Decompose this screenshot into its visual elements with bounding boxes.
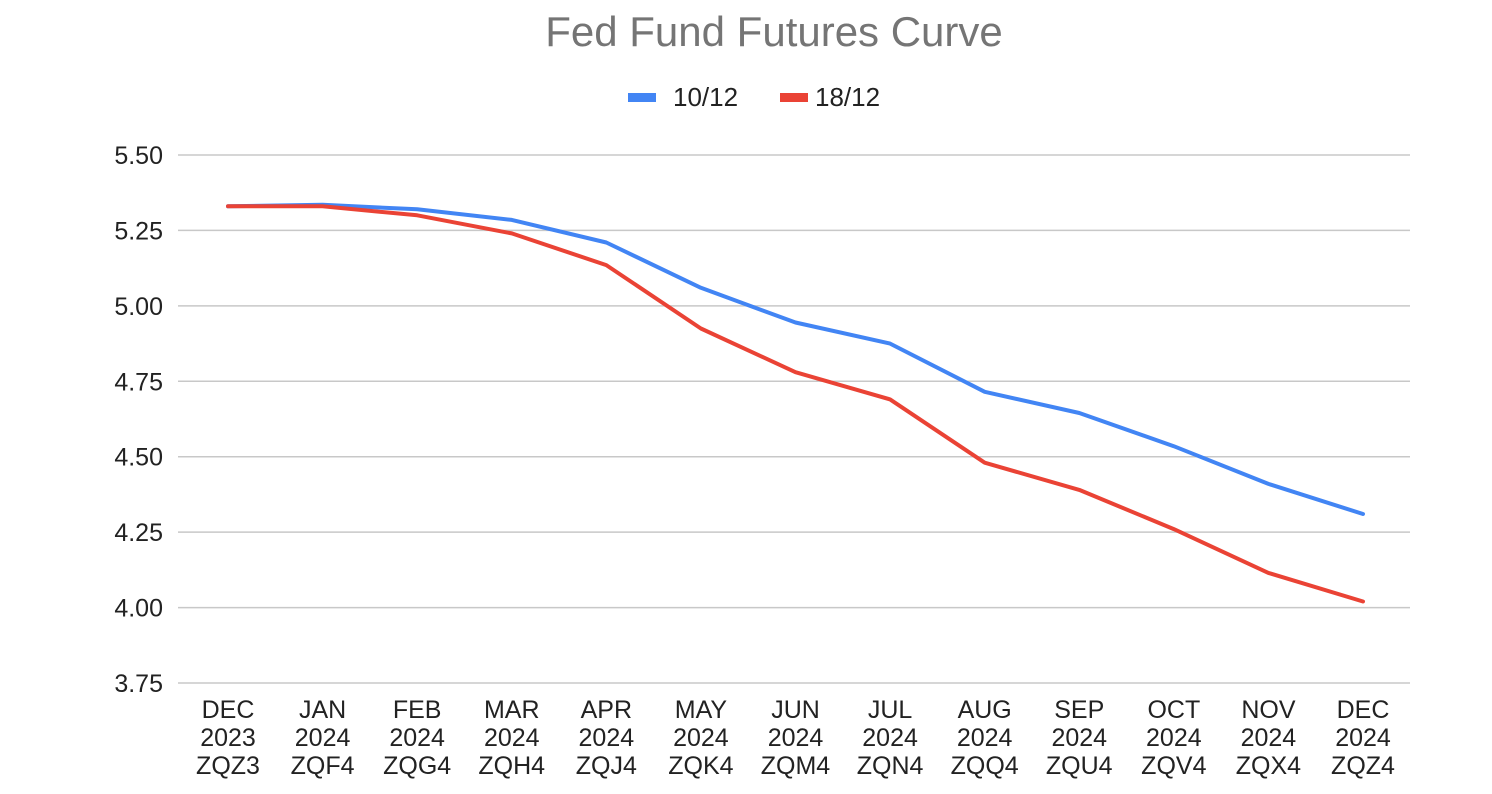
y-tick-label: 5.00 [114,293,163,321]
x-tick-label: FEB 2024 ZQG4 [383,696,451,780]
x-tick-label: OCT 2024 ZQV4 [1141,696,1206,780]
x-tick-label: DEC 2024 ZQZ4 [1331,696,1395,780]
gridlines [178,154,1410,684]
x-tick-label: JUN 2024 ZQM4 [761,696,831,780]
x-tick-label: JAN 2024 ZQF4 [291,696,355,780]
legend-swatch [628,93,656,102]
y-tick-label: 4.25 [114,519,163,547]
legend-swatch [780,93,808,102]
x-tick-label: AUG 2024 ZQQ4 [951,696,1019,780]
legend: 10/12 18/12 [628,82,880,112]
chart-title: Fed Fund Futures Curve [545,8,1003,55]
x-tick-label: APR 2024 ZQJ4 [576,696,637,780]
y-tick-label: 5.50 [114,142,163,170]
series-line-1 [226,202,1365,516]
legend-label: 10/12 [673,82,738,112]
y-tick-label: 5.25 [114,217,163,245]
legend-label: 18/12 [815,82,880,112]
y-tick-label: 4.50 [114,444,163,472]
x-tick-label: MAR 2024 ZQH4 [478,696,545,780]
x-tick-label: SEP 2024 ZQU4 [1046,696,1113,780]
y-axis-ticks: 5.50 5.25 5.00 4.75 4.50 4.25 4.00 3.75 [114,142,163,698]
x-tick-label: JUL 2024 ZQN4 [857,696,924,780]
x-axis-ticks: DEC 2023 ZQZ3 JAN 2024 ZQF4 FEB 2024 ZQG4 MAR 2024… [196,696,1395,780]
x-tick-label: MAY 2024 ZQK4 [668,696,733,780]
series-lines [226,202,1365,604]
y-tick-label: 4.00 [114,595,163,623]
x-tick-label: NOV 2024 ZQX4 [1236,696,1301,780]
y-tick-label: 4.75 [114,368,163,396]
y-tick-label: 3.75 [114,670,163,698]
series-line-2 [226,204,1365,604]
x-tick-label: DEC 2023 ZQZ3 [196,696,260,780]
